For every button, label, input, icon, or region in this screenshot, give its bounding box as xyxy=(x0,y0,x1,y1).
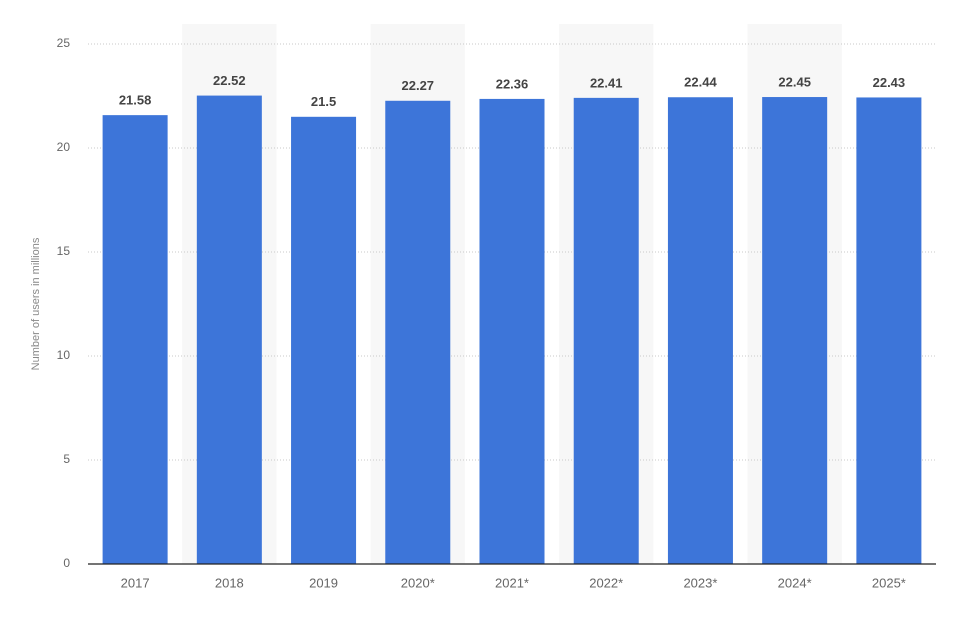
value-label: 22.43 xyxy=(873,75,906,90)
y-tick-label: 25 xyxy=(57,36,71,50)
value-label: 22.44 xyxy=(684,75,717,90)
bar xyxy=(856,97,922,565)
bar xyxy=(667,97,733,565)
bar xyxy=(196,95,262,565)
bar xyxy=(385,100,451,564)
x-tick-label: 2024* xyxy=(778,575,812,590)
y-tick-label: 0 xyxy=(63,556,70,570)
value-label: 21.5 xyxy=(311,94,336,109)
x-tick-label: 2021* xyxy=(495,575,529,590)
y-tick-label: 15 xyxy=(57,244,71,258)
x-tick-label: 2020* xyxy=(401,575,435,590)
bar xyxy=(573,97,639,564)
bar xyxy=(291,116,357,565)
x-tick-label: 2019 xyxy=(309,575,338,590)
y-tick-label: 10 xyxy=(57,348,71,362)
value-label: 22.41 xyxy=(590,75,623,90)
value-label: 21.58 xyxy=(119,93,152,108)
bar xyxy=(762,97,828,564)
y-tick-label: 5 xyxy=(63,452,70,466)
x-tick-label: 2022* xyxy=(589,575,623,590)
y-axis-label: Number of users in millions xyxy=(30,237,42,370)
x-tick-label: 2023* xyxy=(683,575,717,590)
value-label: 22.45 xyxy=(778,74,811,89)
y-tick-label: 20 xyxy=(57,140,71,154)
bar xyxy=(102,115,168,565)
x-tick-label: 2018 xyxy=(215,575,244,590)
value-label: 22.27 xyxy=(402,78,435,93)
x-tick-label: 2017 xyxy=(121,575,150,590)
value-label: 22.52 xyxy=(213,73,246,88)
value-label: 22.36 xyxy=(496,76,529,91)
x-tick-label: 2025* xyxy=(872,575,906,590)
bar xyxy=(479,98,545,565)
